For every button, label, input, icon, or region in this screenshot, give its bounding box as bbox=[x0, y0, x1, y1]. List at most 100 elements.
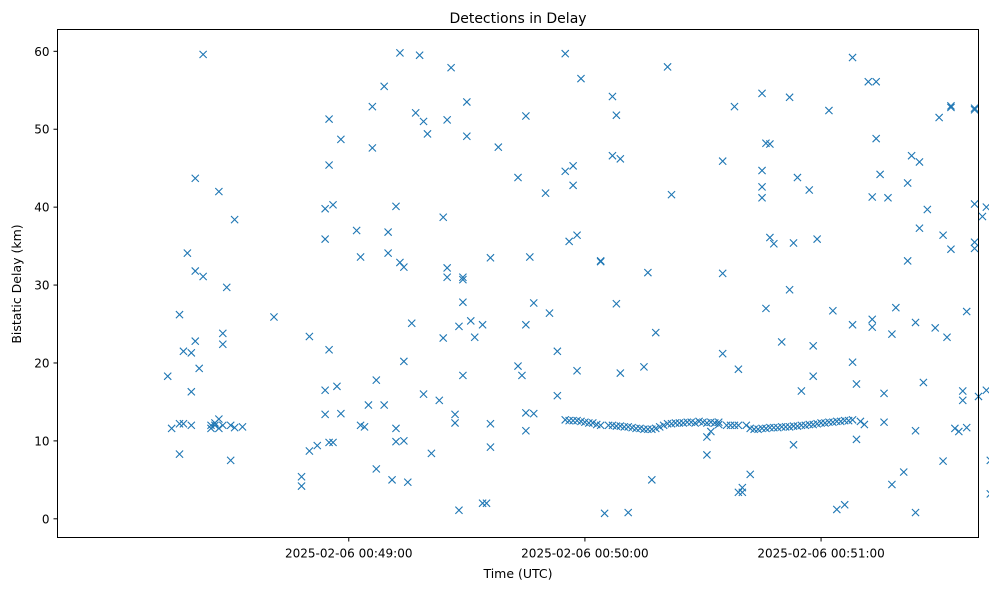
data-point bbox=[639, 425, 648, 434]
data-point bbox=[218, 340, 227, 349]
data-point bbox=[179, 419, 188, 428]
data-point bbox=[887, 480, 896, 489]
data-point bbox=[797, 387, 806, 396]
data-point bbox=[852, 380, 861, 388]
data-point bbox=[222, 283, 231, 292]
data-point bbox=[238, 422, 247, 431]
data-point bbox=[758, 424, 767, 433]
data-point bbox=[199, 50, 208, 59]
data-point bbox=[352, 226, 361, 235]
data-point bbox=[313, 441, 322, 450]
data-point bbox=[789, 238, 798, 247]
data-point bbox=[269, 313, 278, 321]
data-point bbox=[451, 410, 460, 419]
data-point bbox=[624, 508, 633, 517]
data-point bbox=[793, 173, 802, 182]
data-point bbox=[761, 304, 770, 313]
y-axis-label: Bistatic Delay (km) bbox=[9, 224, 24, 343]
data-point bbox=[781, 422, 790, 431]
data-point bbox=[525, 253, 534, 261]
data-point bbox=[911, 508, 920, 517]
data-point bbox=[297, 472, 306, 481]
data-point bbox=[175, 310, 184, 319]
data-point bbox=[451, 418, 460, 427]
data-point bbox=[730, 102, 739, 111]
data-point bbox=[565, 416, 574, 425]
data-point bbox=[419, 117, 428, 126]
data-point bbox=[565, 237, 574, 246]
data-point bbox=[214, 424, 223, 433]
data-point bbox=[919, 378, 928, 387]
data-point bbox=[214, 415, 223, 424]
data-point bbox=[809, 341, 818, 350]
data-point bbox=[230, 423, 239, 432]
data-point bbox=[832, 417, 841, 426]
data-point bbox=[541, 189, 550, 198]
data-point bbox=[872, 134, 881, 143]
data-point bbox=[970, 105, 979, 114]
data-point bbox=[612, 299, 621, 308]
data-point bbox=[399, 263, 408, 272]
data-point bbox=[738, 488, 747, 497]
data-point bbox=[191, 337, 200, 346]
data-point bbox=[210, 421, 219, 430]
data-point bbox=[384, 228, 393, 237]
data-point bbox=[706, 427, 715, 436]
data-point bbox=[805, 420, 814, 429]
y-tick-label: 30 bbox=[34, 279, 49, 293]
data-point bbox=[321, 386, 330, 395]
data-point bbox=[887, 330, 896, 339]
data-point bbox=[813, 235, 822, 244]
data-point bbox=[954, 427, 963, 436]
data-point bbox=[384, 249, 393, 258]
data-point bbox=[207, 421, 215, 430]
data-point bbox=[848, 320, 857, 329]
data-point bbox=[970, 104, 979, 113]
data-point bbox=[647, 475, 656, 484]
data-point bbox=[380, 401, 389, 410]
data-point bbox=[880, 418, 889, 427]
data-point bbox=[789, 440, 798, 449]
data-point bbox=[167, 424, 176, 433]
data-point bbox=[868, 323, 877, 332]
data-point bbox=[521, 111, 530, 120]
data-point bbox=[321, 235, 330, 244]
data-point bbox=[596, 256, 605, 265]
y-tick-label: 0 bbox=[42, 512, 50, 526]
data-point bbox=[478, 499, 487, 508]
data-point bbox=[187, 421, 196, 430]
data-point bbox=[970, 200, 979, 209]
data-point bbox=[616, 154, 625, 163]
chart-title: Detections in Delay bbox=[449, 11, 586, 27]
data-point bbox=[946, 103, 955, 112]
data-point bbox=[399, 436, 408, 445]
data-point bbox=[958, 396, 967, 405]
data-point bbox=[569, 181, 578, 190]
data-point bbox=[785, 93, 794, 102]
data-point bbox=[399, 357, 408, 366]
data-point bbox=[868, 193, 877, 202]
data-point bbox=[364, 401, 373, 410]
data-point bbox=[191, 267, 200, 276]
data-point bbox=[675, 418, 684, 427]
data-point bbox=[663, 62, 672, 71]
data-point bbox=[986, 489, 989, 498]
data-point bbox=[876, 170, 885, 179]
data-point bbox=[529, 409, 538, 418]
data-point bbox=[935, 113, 944, 122]
data-point bbox=[596, 421, 605, 430]
data-point bbox=[632, 424, 641, 433]
data-point bbox=[758, 166, 767, 175]
data-point bbox=[325, 161, 334, 170]
data-point bbox=[600, 509, 609, 518]
data-point bbox=[329, 200, 338, 209]
data-point bbox=[494, 143, 503, 152]
data-point bbox=[179, 347, 188, 356]
data-markers bbox=[163, 48, 989, 518]
data-point bbox=[321, 204, 330, 213]
y-tick-label: 40 bbox=[34, 201, 49, 215]
data-point bbox=[336, 135, 345, 144]
x-tick-label: 2025-02-06 00:50:00 bbox=[521, 547, 648, 561]
data-point bbox=[872, 77, 881, 86]
data-point bbox=[466, 316, 475, 325]
